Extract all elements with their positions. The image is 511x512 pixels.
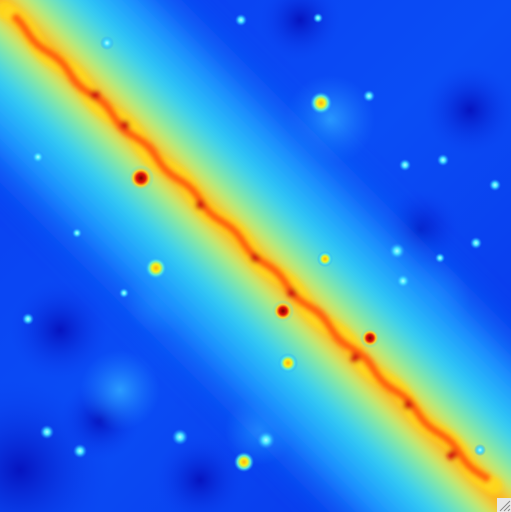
cyan-spot — [40, 425, 54, 439]
light-patch — [80, 350, 160, 430]
cyan-spot — [489, 179, 501, 191]
diagonal-ridge — [0, 1, 503, 495]
red-spot — [128, 165, 154, 191]
cyan-spot — [399, 159, 411, 171]
cyan-spot — [470, 237, 482, 249]
ridge-hotspot — [403, 400, 413, 410]
cyan-spot — [32, 151, 44, 163]
dark-patch — [155, 435, 245, 512]
ridge-hotspot — [250, 253, 260, 263]
cyan-spot — [22, 313, 34, 325]
yellow-spot — [278, 353, 298, 373]
cyan-spot — [72, 228, 82, 238]
dark-patch — [10, 280, 110, 380]
cyan-spot — [313, 13, 323, 23]
yellow-spot — [145, 257, 167, 279]
yellow-spot — [317, 251, 333, 267]
dark-patch — [425, 65, 511, 155]
cyan-spot — [474, 444, 486, 456]
yellow-spot — [310, 92, 332, 114]
cyan-spot — [396, 274, 410, 288]
cyan-spot — [389, 243, 405, 259]
cyan-spot — [435, 253, 445, 263]
ridge-core — [480, 472, 491, 483]
red-spot — [360, 328, 380, 348]
ridge-hotspot — [195, 200, 205, 210]
ridge-hotspot — [287, 288, 297, 298]
cyan-spot — [73, 444, 87, 458]
yellow-spot — [234, 452, 254, 472]
ridge-hotspot — [350, 353, 360, 363]
cyan-spot — [119, 288, 129, 298]
ridge-hotspot — [120, 120, 130, 130]
cyan-spot — [235, 14, 247, 26]
ridge-hotspot — [90, 90, 100, 100]
cyan-spot — [363, 90, 375, 102]
red-spot — [272, 300, 294, 322]
resize-grip-icon[interactable] — [497, 498, 511, 512]
cyan-spot — [100, 36, 114, 50]
cyan-spot — [172, 429, 188, 445]
cyan-spot — [257, 431, 275, 449]
ridge-hotspot — [447, 450, 457, 460]
cyan-spot — [437, 154, 449, 166]
bright-spots — [22, 13, 501, 472]
